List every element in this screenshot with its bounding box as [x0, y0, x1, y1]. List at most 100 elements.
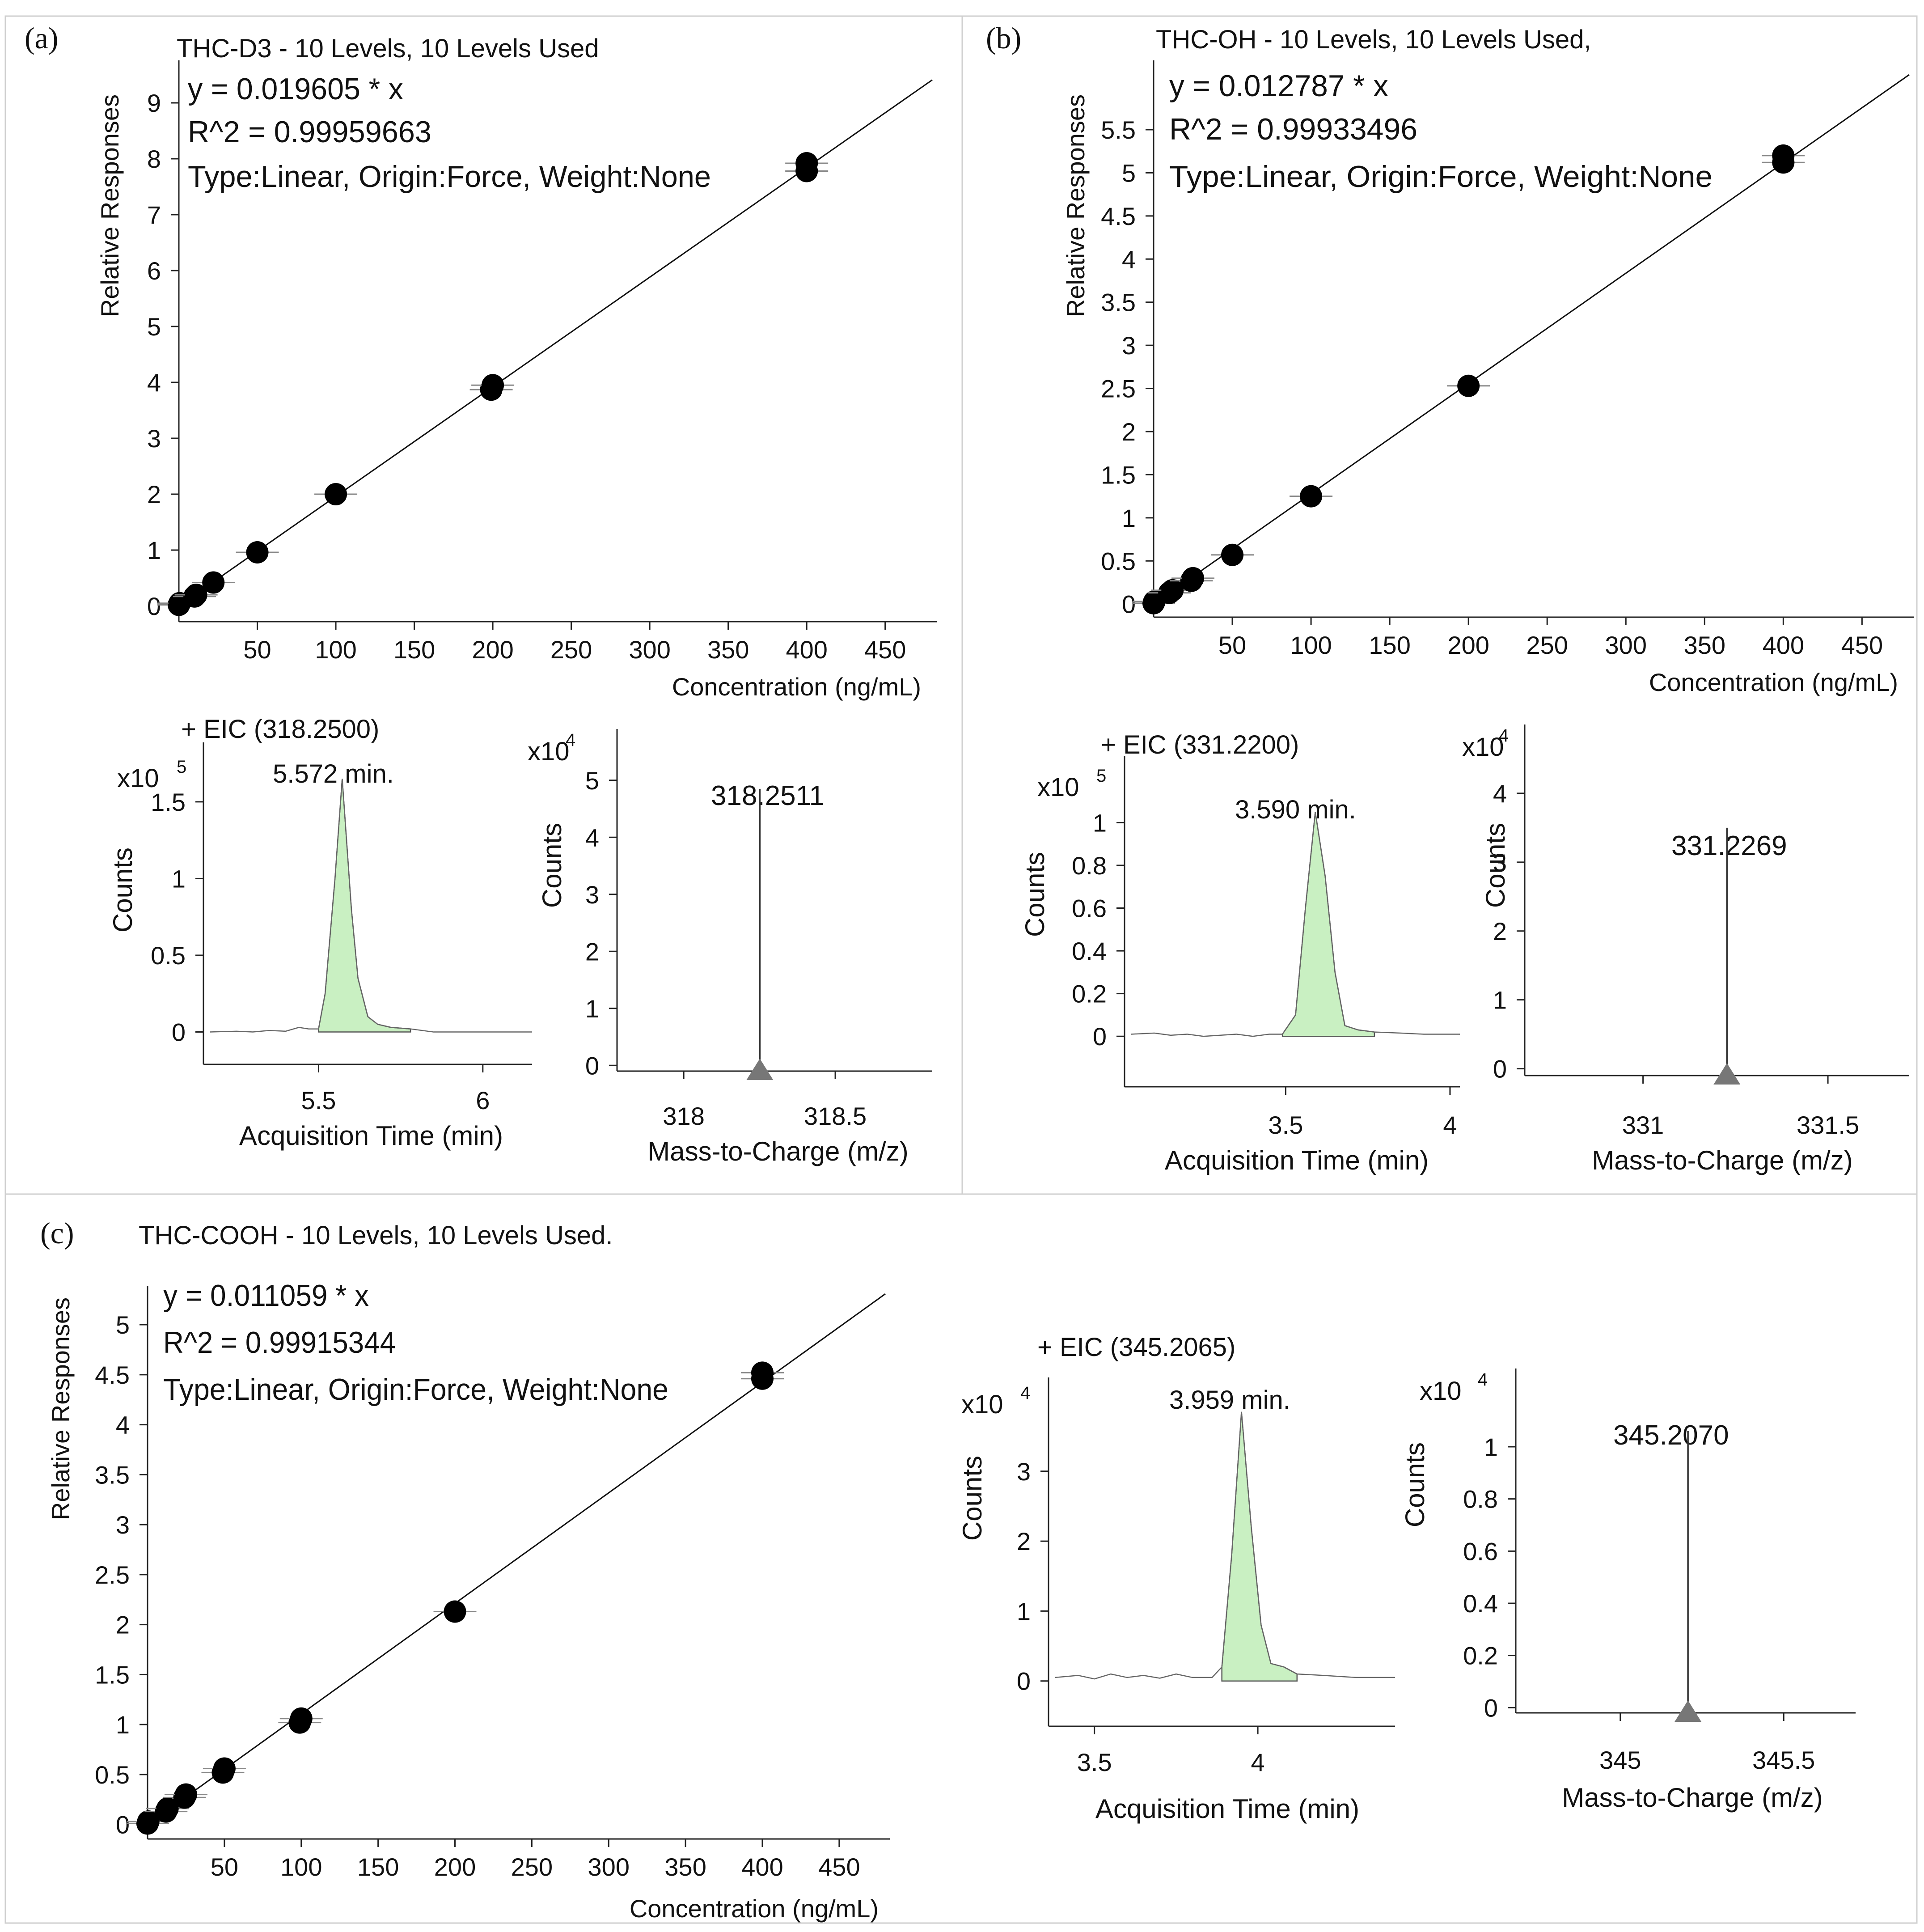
- panel-c-r2: R^2 = 0.99915344: [163, 1326, 396, 1360]
- y-tick-label: 3: [1493, 848, 1507, 877]
- panel-b: (b) THC-OH - 10 Levels, 10 Levels Used, …: [986, 21, 1914, 1175]
- y-tick-label: 0.2: [1463, 1642, 1498, 1670]
- panel-a-equation: y = 0.019605 * x: [188, 72, 403, 106]
- chromatogram-trace: [210, 779, 532, 1033]
- panel-c-eic-peak-label: 3.959 min.: [1169, 1385, 1290, 1415]
- y-tick-label: 0: [1093, 1022, 1107, 1051]
- y-tick-label: 0.5: [151, 941, 186, 970]
- panel-b-calibration-plot: 0 0.5 1 1.5 2 2.5 3 3.5 4 4.5 5 5.5 50 100 150 200 250 30…: [1061, 60, 1914, 696]
- y-tick-label: 1: [1017, 1597, 1031, 1625]
- x-axis-label: Mass-to-Charge (m/z): [1592, 1145, 1852, 1175]
- y-axis-label: Counts: [1400, 1442, 1430, 1527]
- fit-line: [1153, 74, 1910, 605]
- x-tick-label: 150: [1369, 631, 1410, 659]
- data-point: [1772, 144, 1795, 167]
- x-tick-label: 3.5: [1077, 1748, 1112, 1776]
- panel-b-eic-plot: 0 0.2 0.4 0.6 0.8 1 3.5 4 Acquisition Time (min)…: [1020, 756, 1460, 1175]
- y-tick-label: 0: [172, 1018, 186, 1046]
- y-tick-label: 2: [1017, 1527, 1031, 1555]
- x-tick-label: 150: [357, 1853, 399, 1881]
- panel-a: (a) THC-D3 - 10 Levels, 10 Levels Used y…: [25, 21, 937, 1166]
- panel-b-eic-peak-label: 3.590 min.: [1235, 795, 1356, 824]
- y-tick-label: 3: [1017, 1457, 1031, 1486]
- panel-b-eic-scale: x10: [1037, 773, 1079, 802]
- x-tick-label: 450: [818, 1853, 860, 1881]
- x-tick-label: 300: [588, 1853, 630, 1881]
- y-tick-label: 0: [1484, 1694, 1498, 1722]
- data-point: [1182, 567, 1205, 589]
- x-tick-label: 400: [741, 1853, 783, 1881]
- x-tick-label: 345: [1599, 1746, 1641, 1774]
- panel-b-eic-exponent: 5: [1096, 766, 1106, 786]
- y-tick-label: 1: [172, 864, 186, 893]
- y-tick-label: 5: [147, 313, 161, 341]
- panel-a-eic-scale: x10: [117, 764, 159, 793]
- x-tick-label: 318: [663, 1102, 704, 1130]
- y-tick-label: 0.6: [1072, 894, 1107, 923]
- x-tick-label: 250: [550, 636, 592, 664]
- panel-c-eic-exponent: 4: [1020, 1383, 1030, 1403]
- y-tick-label: 3: [147, 424, 161, 453]
- panel-b-title: THC-OH - 10 Levels, 10 Levels Used,: [1156, 25, 1591, 54]
- x-tick-label: 4: [1251, 1748, 1264, 1776]
- y-axis-label: Counts: [957, 1456, 987, 1541]
- x-tick-label: 5.5: [301, 1086, 336, 1114]
- data-point: [1161, 579, 1184, 602]
- y-tick-label: 0.4: [1072, 937, 1107, 965]
- x-tick-label: 6: [476, 1086, 490, 1114]
- y-tick-label: 2.5: [95, 1561, 130, 1589]
- x-axis-label: Concentration (ng/mL): [672, 673, 921, 701]
- data-point: [751, 1361, 774, 1384]
- y-tick-label: 5.5: [1101, 116, 1136, 144]
- fit-line: [178, 79, 933, 607]
- x-tick-label: 100: [1290, 631, 1332, 659]
- y-tick-label: 0.8: [1463, 1485, 1498, 1513]
- y-tick-label: 1: [116, 1711, 130, 1739]
- data-point: [202, 571, 225, 594]
- x-axis-label: Mass-to-Charge (m/z): [647, 1136, 908, 1166]
- x-tick-label: 350: [1684, 631, 1725, 659]
- y-tick-label: 0: [1017, 1667, 1031, 1695]
- panel-a-eic-title: + EIC (318.2500): [181, 715, 379, 744]
- y-tick-label: 4.5: [1101, 202, 1136, 230]
- x-tick-label: 200: [434, 1853, 476, 1881]
- y-tick-label: 4: [147, 369, 161, 397]
- x-tick-label: 300: [1605, 631, 1647, 659]
- panel-a-fit-type: Type:Linear, Origin:Force, Weight:None: [188, 160, 711, 194]
- x-tick-label: 450: [864, 636, 906, 664]
- y-tick-label: 1.5: [1101, 461, 1136, 489]
- y-tick-label: 3: [116, 1511, 130, 1539]
- y-tick-label: 0: [147, 592, 161, 620]
- x-tick-label: 250: [1526, 631, 1568, 659]
- figure-border: [4, 15, 1918, 1924]
- y-tick-label: 1: [147, 536, 161, 564]
- x-axis-label: Acquisition Time (min): [1165, 1145, 1429, 1175]
- y-tick-label: 2: [585, 937, 599, 966]
- y-tick-label: 5: [116, 1311, 130, 1339]
- x-axis-label: Concentration (ng/mL): [1649, 668, 1898, 696]
- y-tick-label: 5: [585, 767, 599, 795]
- data-point: [185, 584, 207, 606]
- y-tick-label: 4: [1122, 245, 1136, 273]
- y-tick-label: 0.8: [1072, 852, 1107, 880]
- panel-c-fit-type: Type:Linear, Origin:Force, Weight:None: [163, 1373, 668, 1407]
- x-tick-label: 350: [707, 636, 749, 664]
- data-point: [290, 1707, 313, 1730]
- x-tick-label: 331.5: [1797, 1111, 1859, 1139]
- peak-area: [1221, 1411, 1298, 1682]
- panel-a-ms-peak-label: 318.2511: [711, 780, 825, 811]
- data-point: [482, 374, 504, 397]
- y-tick-label: 0.4: [1463, 1589, 1498, 1618]
- y-tick-label: 1: [585, 995, 599, 1023]
- y-axis-label: Relative Responses: [96, 94, 124, 317]
- y-tick-label: 3.5: [1101, 288, 1136, 317]
- x-tick-label: 50: [1218, 631, 1246, 659]
- y-tick-label: 0.2: [1072, 980, 1107, 1008]
- x-tick-label: 345.5: [1752, 1746, 1815, 1774]
- x-tick-label: 300: [629, 636, 670, 664]
- precursor-marker: [746, 1059, 774, 1080]
- y-tick-label: 1: [1122, 504, 1136, 532]
- y-tick-label: 1.5: [95, 1661, 130, 1689]
- y-tick-label: 4.5: [95, 1361, 130, 1389]
- x-tick-label: 450: [1841, 631, 1883, 659]
